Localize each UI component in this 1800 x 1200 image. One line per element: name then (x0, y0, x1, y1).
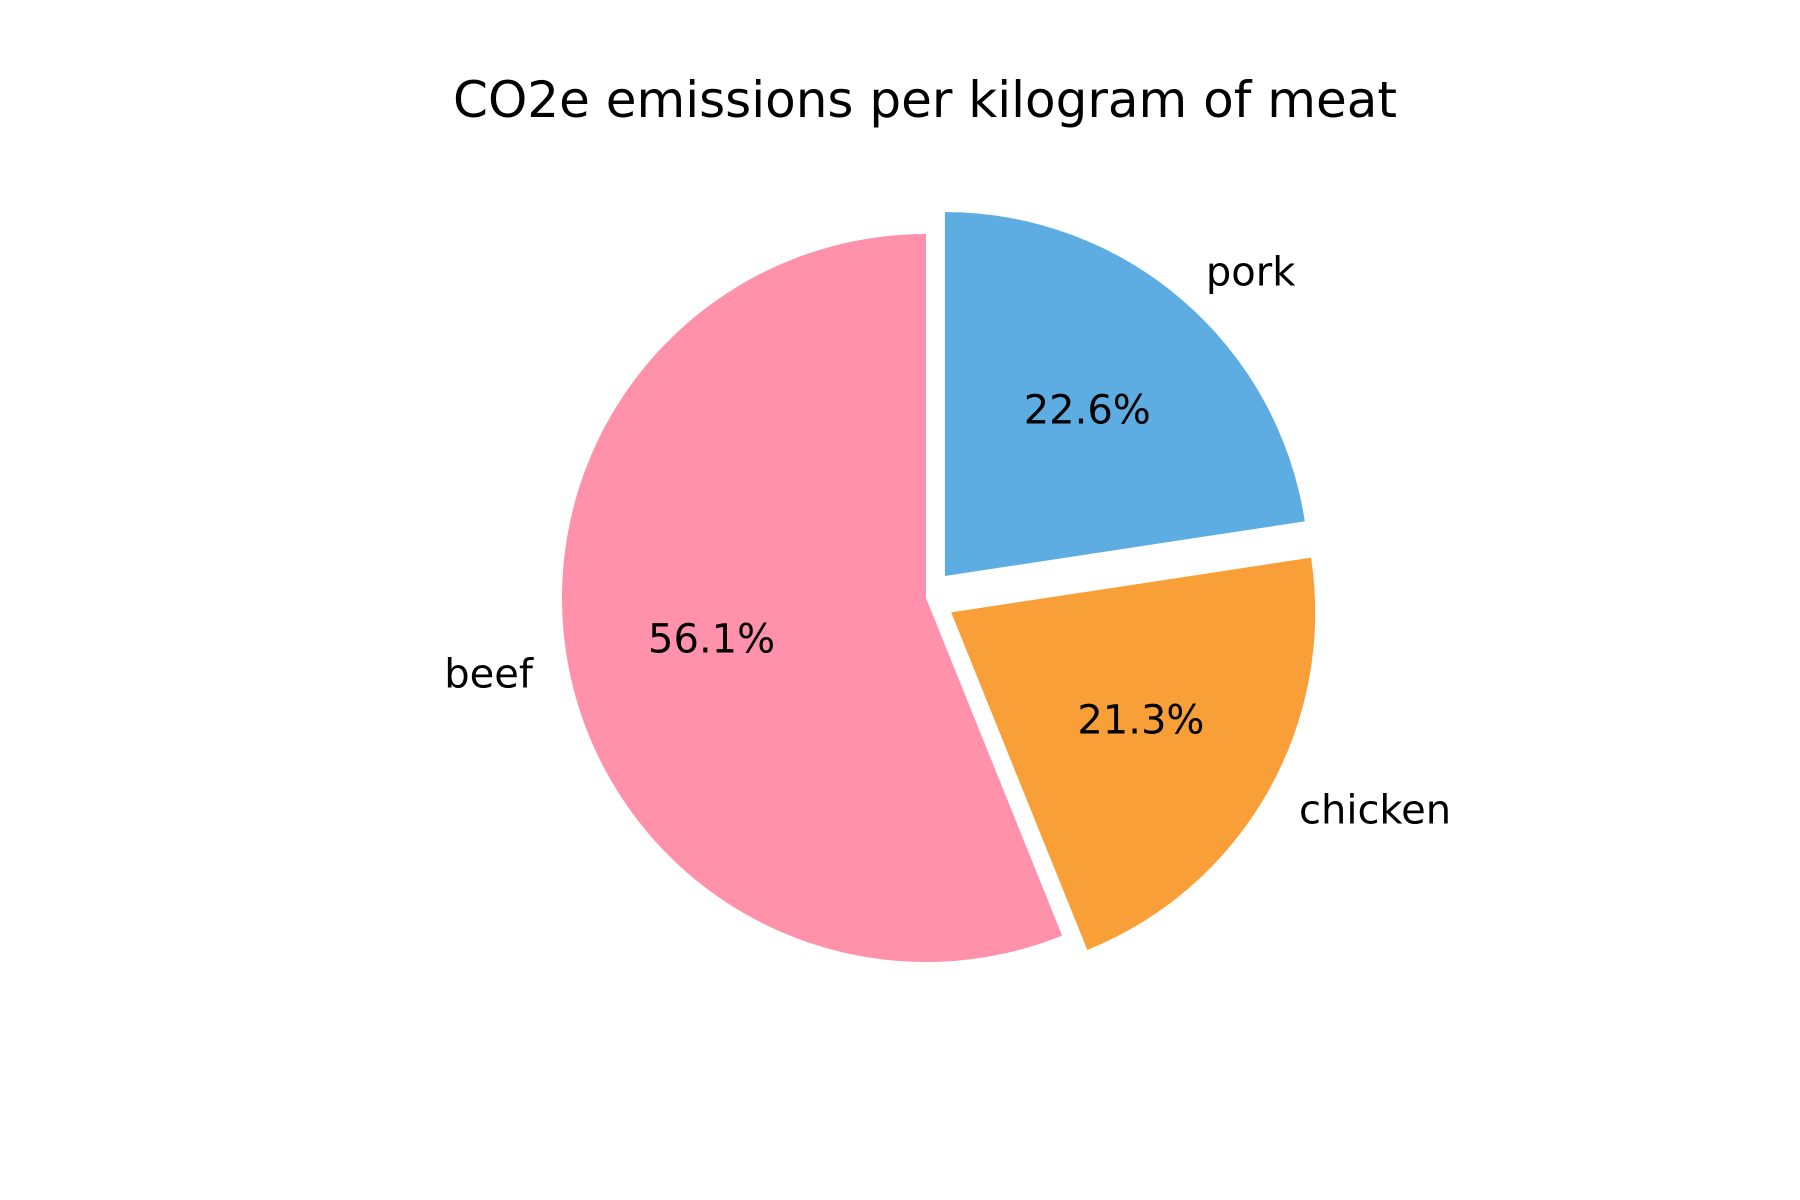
pie-percent-label-beef: 56.1% (648, 617, 775, 663)
pie-slices (561, 212, 1316, 962)
chart-title: CO2e emissions per kilogram of meat (453, 71, 1397, 129)
pie-percent-label-chicken: 21.3% (1077, 698, 1204, 744)
pie-percent-label-pork: 22.6% (1024, 387, 1151, 433)
pie-category-label-chicken: chicken (1299, 788, 1451, 834)
pie-slice-pork (944, 212, 1305, 577)
pie-slice-beef (561, 234, 1063, 962)
pie-category-label-beef: beef (444, 651, 534, 697)
pie-labels: 22.6% pork 21.3% chicken 56.1% beef (444, 249, 1451, 833)
pie-slice-chicken (951, 557, 1316, 950)
pie-category-label-pork: pork (1206, 249, 1296, 295)
